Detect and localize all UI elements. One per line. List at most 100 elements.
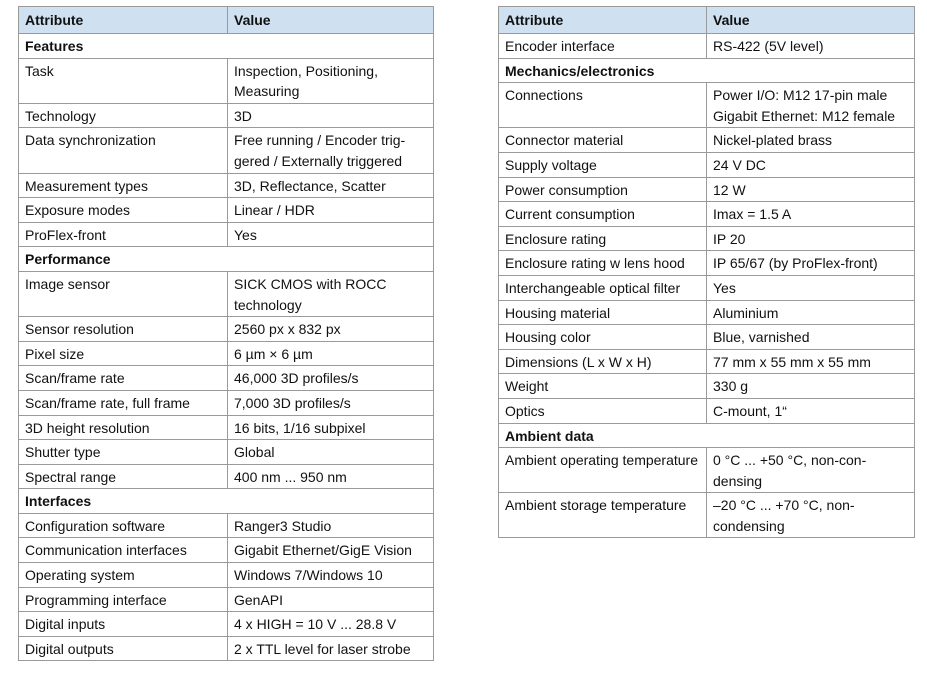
row: Connector material Nickel-plated brass	[498, 127, 915, 153]
row: Enclosure rating IP 20	[498, 225, 915, 252]
section-heading: Performance	[18, 246, 434, 272]
attribute-cell: Current consumption	[498, 201, 707, 227]
value-cell: Power I/O: M12 17-pin male Gigabit Ether…	[706, 82, 915, 129]
value-cell: 12 W	[706, 176, 915, 203]
header-row: Attribute Value	[498, 6, 915, 34]
section-heading: Mechanics/electronics	[498, 57, 915, 84]
row: Pixel size 6 µm × 6 µm	[18, 340, 434, 367]
attribute-cell: Image sensor	[18, 270, 228, 318]
row: Housing color Blue, varnished	[498, 324, 915, 350]
row: Operating system Windows 7/Windows 10	[18, 562, 434, 588]
header-cell: Attribute	[18, 6, 228, 34]
row: Supply voltage 24 V DC	[498, 151, 915, 178]
value-cell: Blue, varnished	[706, 324, 915, 350]
value-cell: 4 x HIGH = 10 V ... 28.8 V	[227, 611, 434, 637]
row: Shutter type Global	[18, 439, 434, 465]
attribute-cell: Interchangeable optical filter	[498, 274, 707, 301]
value-cell: Nickel-plated brass	[706, 127, 915, 153]
attribute-cell: Enclosure rating	[498, 225, 707, 252]
value-cell: Ranger3 Studio	[227, 512, 434, 539]
attribute-cell: Technology	[18, 102, 228, 129]
row: Ambient storage tempe­rature –20 °C ... +…	[498, 492, 915, 539]
value-cell: Global	[227, 439, 434, 465]
value-cell: 6 µm × 6 µm	[227, 340, 434, 367]
attribute-cell: Data synchronization	[18, 127, 228, 174]
attribute-cell: Housing material	[498, 299, 707, 326]
row: Ambient operating tempe­rature 0 °C ... +…	[498, 447, 915, 494]
row: Communication interfaces Gigabit Ethernet…	[18, 537, 434, 564]
row: Measurement types 3D, Reflectance, Scatte…	[18, 172, 434, 199]
attribute-cell: Scan/frame rate	[18, 365, 228, 391]
attribute-cell: Digital inputs	[18, 611, 228, 637]
section-heading: Features	[18, 33, 434, 59]
row: Weight 330 g	[498, 373, 915, 399]
row: 3D height resolution 16 bits, 1/16 subpix…	[18, 414, 434, 441]
attribute-cell: Connections	[498, 82, 707, 129]
attribute-cell: Spectral range	[18, 463, 228, 490]
value-cell: 400 nm ... 950 nm	[227, 463, 434, 490]
attribute-cell: Enclosure rating w lens hood	[498, 250, 707, 276]
attribute-cell: ProFlex-front	[18, 221, 228, 248]
value-cell: Yes	[227, 221, 434, 248]
value-cell: IP 65/67 (by ProFlex-front)	[706, 250, 915, 276]
header-cell: Attribute	[498, 6, 707, 34]
row: Digital inputs 4 x HIGH = 10 V ... 28.8 V	[18, 611, 434, 637]
row: Optics C-mount, 1“	[498, 397, 915, 424]
row: Connections Power I/O: M12 17-pin male Gi…	[498, 82, 915, 129]
header-cell: Value	[706, 6, 915, 34]
attribute-cell: Optics	[498, 397, 707, 424]
value-cell: Free running / Encoder trig­gered / Exte…	[227, 127, 434, 174]
header-cell: Value	[227, 6, 434, 34]
row: Interchangeable optical filter Yes	[498, 274, 915, 301]
row: Dimensions (L x W x H) 77 mm x 55 mm x 55…	[498, 348, 915, 375]
value-cell: 3D	[227, 102, 434, 129]
row: Configuration software Ranger3 Studio	[18, 512, 434, 539]
row: Programming interface GenAPI	[18, 586, 434, 613]
value-cell: GenAPI	[227, 586, 434, 613]
attribute-cell: Ambient operating tempe­rature	[498, 447, 707, 494]
attribute-cell: Programming interface	[18, 586, 228, 613]
row: Ambient data	[498, 422, 915, 449]
row: Task Inspection, Positioning, Measuring	[18, 57, 434, 104]
attribute-cell: Weight	[498, 373, 707, 399]
attribute-cell: Digital outputs	[18, 635, 228, 662]
value-cell: IP 20	[706, 225, 915, 252]
value-cell: Aluminium	[706, 299, 915, 326]
header-row: Attribute Value	[18, 6, 434, 34]
section-heading: Interfaces	[18, 488, 434, 514]
value-cell: C-mount, 1“	[706, 397, 915, 424]
value-cell: 330 g	[706, 373, 915, 399]
value-cell: 24 V DC	[706, 151, 915, 178]
attribute-cell: Communication interfaces	[18, 537, 228, 564]
spec-table: Attribute Value Features Task Inspection, Po…	[18, 6, 434, 662]
value-cell: SICK CMOS with ROCC technology	[227, 270, 434, 318]
value-cell: RS-422 (5V level)	[706, 33, 915, 59]
attribute-cell: Supply voltage	[498, 151, 707, 178]
value-cell: Yes	[706, 274, 915, 301]
attribute-cell: Dimensions (L x W x H)	[498, 348, 707, 375]
value-cell: –20 °C ... +70 °C, non-condensing	[706, 492, 915, 539]
row: Features	[18, 33, 434, 59]
row: Sensor resolution 2560 px x 832 px	[18, 316, 434, 342]
value-cell: 0 °C ... +50 °C, non-con­densing	[706, 447, 915, 494]
attribute-cell: Sensor resolution	[18, 316, 228, 342]
row: Encoder interface RS-422 (5V level)	[498, 33, 915, 59]
value-cell: Gigabit Ethernet/GigE Vision	[227, 537, 434, 564]
value-cell: 2 x TTL level for laser strobe	[227, 635, 434, 662]
row: Current consumption Imax = 1.5 A	[498, 201, 915, 227]
value-cell: 16 bits, 1/16 subpixel	[227, 414, 434, 441]
attribute-cell: Configuration software	[18, 512, 228, 539]
row: Exposure modes Linear / HDR	[18, 197, 434, 223]
attribute-cell: Ambient storage tempe­rature	[498, 492, 707, 539]
row: Power consumption 12 W	[498, 176, 915, 203]
attribute-cell: Scan/frame rate, full frame	[18, 389, 228, 416]
row: Mechanics/electronics	[498, 57, 915, 84]
value-cell: 2560 px x 832 px	[227, 316, 434, 342]
row: Technology 3D	[18, 102, 434, 129]
attribute-cell: Exposure modes	[18, 197, 228, 223]
attribute-cell: Pixel size	[18, 340, 228, 367]
value-cell: Linear / HDR	[227, 197, 434, 223]
value-cell: Windows 7/Windows 10	[227, 562, 434, 588]
row: Housing material Aluminium	[498, 299, 915, 326]
